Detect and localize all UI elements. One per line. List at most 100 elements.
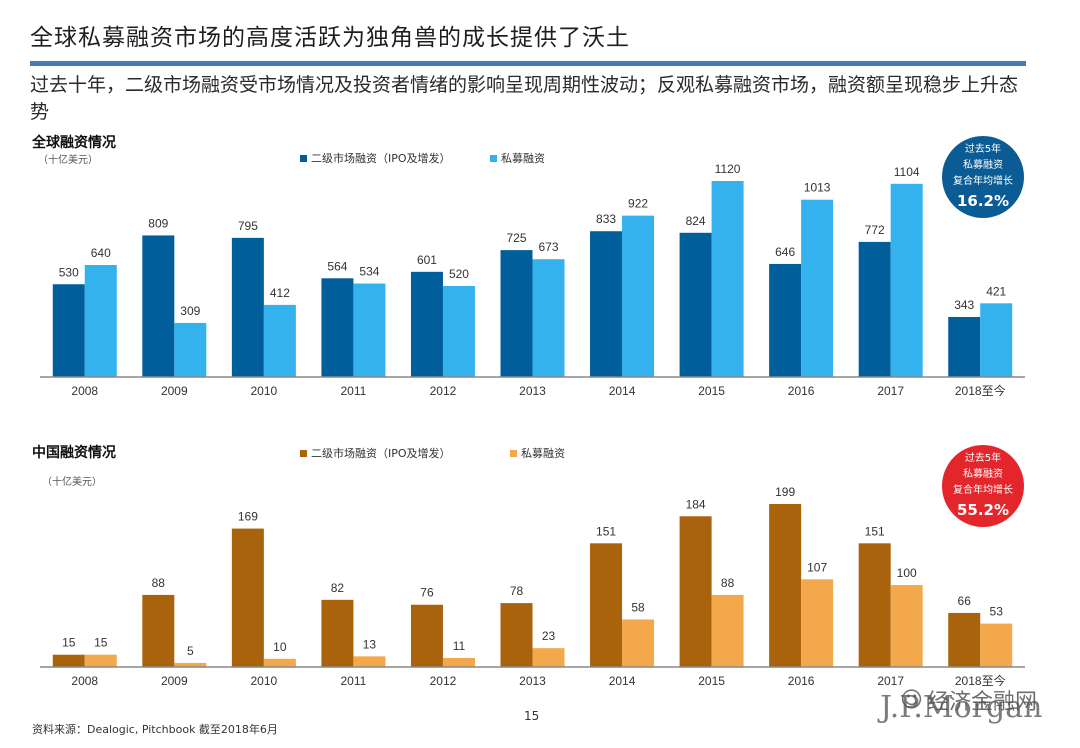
data-label: 824 [686,214,706,228]
bar [263,304,296,377]
bar [679,516,712,667]
bar [263,658,296,667]
global-financing-chart: 二级市场融资（IPO及增发） 私募融资 530 640 2008 809 309 2009 79… [40,151,1025,398]
global-unit-label: （十亿美元） [38,155,98,166]
data-label: 646 [775,245,795,259]
bar [231,528,264,667]
bar [410,271,443,377]
bar [500,603,533,667]
x-tick-label: 2016 [788,674,815,688]
data-label: 78 [510,584,524,598]
bar [858,543,891,667]
china-cagr-badge: 过去5年 私募融资 复合年均增长 55.2% [942,445,1024,527]
data-label: 76 [420,586,434,600]
bar [948,316,981,377]
bar [84,654,117,667]
data-label: 88 [152,576,166,590]
bar [442,657,475,667]
bar [622,215,655,377]
global-cagr-badge: 过去5年 私募融资 复合年均增长 16.2% [942,136,1024,218]
data-label: 199 [775,485,795,499]
bar [353,283,386,377]
bar [174,322,207,377]
page-title: 全球私募融资市场的高度活跃为独角兽的成长提供了沃土 [30,25,630,51]
data-label: 53 [990,605,1004,619]
x-tick-label: 2009 [161,384,188,398]
bar [142,235,175,377]
bar [801,579,834,667]
data-label: 10 [273,640,287,654]
bar [590,231,623,377]
source-note: 资料来源：Dealogic, Pitchbook 截至2018年6月 [32,723,278,736]
data-label: 601 [417,253,437,267]
x-tick-label: 2011 [341,674,367,688]
legend-swatch [300,155,307,162]
bar [948,612,981,667]
legend-swatch [300,450,307,457]
data-label: 809 [148,216,168,230]
bar [500,250,533,377]
legend-label: 二级市场融资（IPO及增发） [311,151,451,165]
bar [769,263,802,377]
x-tick-label: 2014 [609,384,636,398]
data-label: 107 [807,560,827,574]
page-subtitle: 过去十年，二级市场融资受市场情况及投资者情绪的影响呈现周期性波动；反观私募融资市… [30,74,1019,123]
bar [980,303,1013,377]
bar [711,181,744,377]
data-label: 15 [94,636,108,650]
global-badge-line2: 私募融资 [963,160,1003,171]
bar [711,594,744,667]
china-badge-line3: 复合年均增长 [953,485,1013,496]
x-tick-label: 2015 [698,384,725,398]
data-label: 1104 [894,165,920,179]
china-section-title: 中国融资情况 [32,445,116,461]
data-label: 58 [631,600,645,614]
x-tick-label: 2013 [519,384,546,398]
watermark-text: 经济金融网 [926,690,1037,715]
data-label: 23 [542,629,556,643]
data-label: 673 [538,240,558,254]
bar [801,199,834,377]
data-label: 82 [331,581,345,595]
x-tick-label: 2018至今 [955,383,1006,398]
bar [679,232,712,377]
china-badge-line2: 私募融资 [963,469,1003,480]
brand-logo: J.P.Morgan [880,690,1043,725]
china-badge-line1: 过去5年 [964,453,1002,464]
bar [532,648,565,667]
x-tick-label: 2016 [788,384,815,398]
data-label: 564 [327,259,347,273]
data-label: 5 [187,644,194,658]
data-label: 88 [721,576,735,590]
data-label: 15 [62,636,76,650]
data-label: 100 [897,566,917,580]
data-label: 520 [449,267,469,281]
china-financing-chart: 二级市场融资（IPO及增发） 私募融资 15 15 2008 88 5 2009 169 10 20… [40,446,1025,688]
global-section-title: 全球融资情况 [32,135,116,151]
global-badge-line3: 复合年均增长 [953,176,1013,187]
page-number: 15 [524,709,540,723]
data-label: 534 [359,265,379,279]
x-tick-label: 2018至今 [955,673,1006,688]
data-label: 169 [238,510,258,524]
x-tick-label: 2013 [519,674,546,688]
x-tick-label: 2017 [877,674,904,688]
watermark: ☺ 经济金融网 [900,684,1037,716]
bar [52,654,85,667]
x-tick-label: 2008 [71,674,98,688]
data-label: 795 [238,219,258,233]
data-label: 343 [954,298,974,312]
legend-label: 二级市场融资（IPO及增发） [311,446,451,460]
bar [84,265,117,377]
x-tick-label: 2010 [251,674,278,688]
data-label: 1120 [715,162,741,176]
bar [622,619,655,667]
x-tick-label: 2008 [71,384,98,398]
data-label: 11 [453,639,466,653]
x-tick-label: 2012 [430,674,457,688]
bar [890,183,923,377]
bar [590,543,623,667]
data-label: 640 [91,246,111,260]
bar [174,662,207,667]
data-label: 530 [59,265,79,279]
